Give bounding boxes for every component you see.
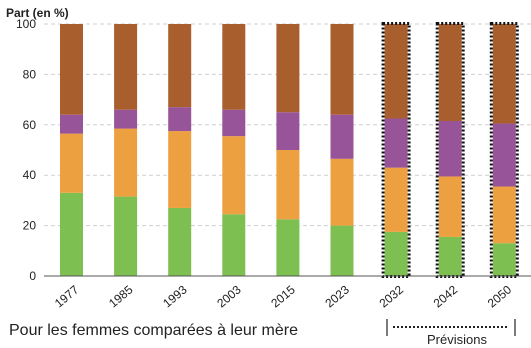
bar-segment-1977-4 xyxy=(60,24,83,115)
x-axis-ticks: 1977 1985 1993 2003 2015 2023 2032 2042 2050 xyxy=(52,282,514,310)
y-tick-label: 40 xyxy=(23,168,37,182)
bar-segment-2050-4 xyxy=(492,24,516,124)
bar-segment-2032-3 xyxy=(384,118,408,168)
y-axis-label: Part (en %) xyxy=(6,6,69,20)
x-tick-label: 1977 xyxy=(52,282,82,310)
bar-segment-2042-4 xyxy=(438,24,462,122)
x-tick-label: 1985 xyxy=(106,282,136,310)
bar-segment-2015-4 xyxy=(276,24,300,113)
bar-segment-2042-2 xyxy=(438,176,462,237)
bar-segment-2023-4 xyxy=(330,24,354,115)
bar-segment-2023-3 xyxy=(330,114,354,159)
x-tick-label: 2042 xyxy=(431,282,461,310)
y-tick-label: 20 xyxy=(23,219,37,233)
bar-segment-1993-1 xyxy=(168,207,192,276)
x-tick-label: 2015 xyxy=(268,282,298,310)
bar-segment-2015-3 xyxy=(276,112,300,150)
y-axis-ticks: 0 20 40 60 80 100 xyxy=(16,17,36,283)
y-tick-label: 80 xyxy=(23,67,37,81)
bar-segment-2003-4 xyxy=(222,24,246,110)
forecast-bracket xyxy=(386,319,516,336)
bar-segment-1985-3 xyxy=(114,109,138,129)
bar-segment-1985-4 xyxy=(114,24,138,110)
bar-segment-2003-2 xyxy=(222,136,246,215)
bar-segment-2050-1 xyxy=(492,243,516,276)
bar-segment-2050-2 xyxy=(492,186,516,244)
bar-segment-2003-3 xyxy=(222,109,246,137)
bar-segment-1985-2 xyxy=(114,128,138,197)
bar-segment-2023-1 xyxy=(330,225,354,276)
x-tick-label: 1993 xyxy=(160,282,190,310)
bar-segment-2032-4 xyxy=(384,24,408,119)
x-tick-label: 2032 xyxy=(377,282,407,310)
bar-segment-1993-2 xyxy=(168,131,192,208)
bar-segment-2042-1 xyxy=(438,236,462,276)
x-tick-label: 2003 xyxy=(214,282,244,310)
bar-segment-1977-2 xyxy=(60,133,83,193)
chart-caption: Pour les femmes comparées à leur mère xyxy=(9,322,298,339)
x-tick-label: 2050 xyxy=(485,282,515,310)
y-tick-label: 0 xyxy=(29,269,36,283)
bar-segment-2003-1 xyxy=(222,214,246,276)
bar-segment-1993-3 xyxy=(168,107,192,132)
bar-segment-1977-1 xyxy=(60,192,83,276)
bar-segment-1985-1 xyxy=(114,196,138,276)
bar-segment-2023-2 xyxy=(330,158,354,226)
bar-segment-2050-3 xyxy=(492,123,516,187)
x-tick-label: 2023 xyxy=(322,282,352,310)
bar-segment-2032-2 xyxy=(384,167,408,232)
bars xyxy=(60,22,519,278)
bar-segment-2042-3 xyxy=(438,121,462,177)
bar-segment-2015-1 xyxy=(276,219,300,276)
forecast-label: Prévisions xyxy=(427,332,487,347)
bar-segment-2015-2 xyxy=(276,150,300,220)
bar-segment-1977-3 xyxy=(60,114,83,134)
y-tick-label: 60 xyxy=(23,118,37,132)
y-tick-label: 100 xyxy=(16,17,36,31)
bar-segment-2032-1 xyxy=(384,231,408,276)
bar-segment-1993-4 xyxy=(168,24,192,108)
